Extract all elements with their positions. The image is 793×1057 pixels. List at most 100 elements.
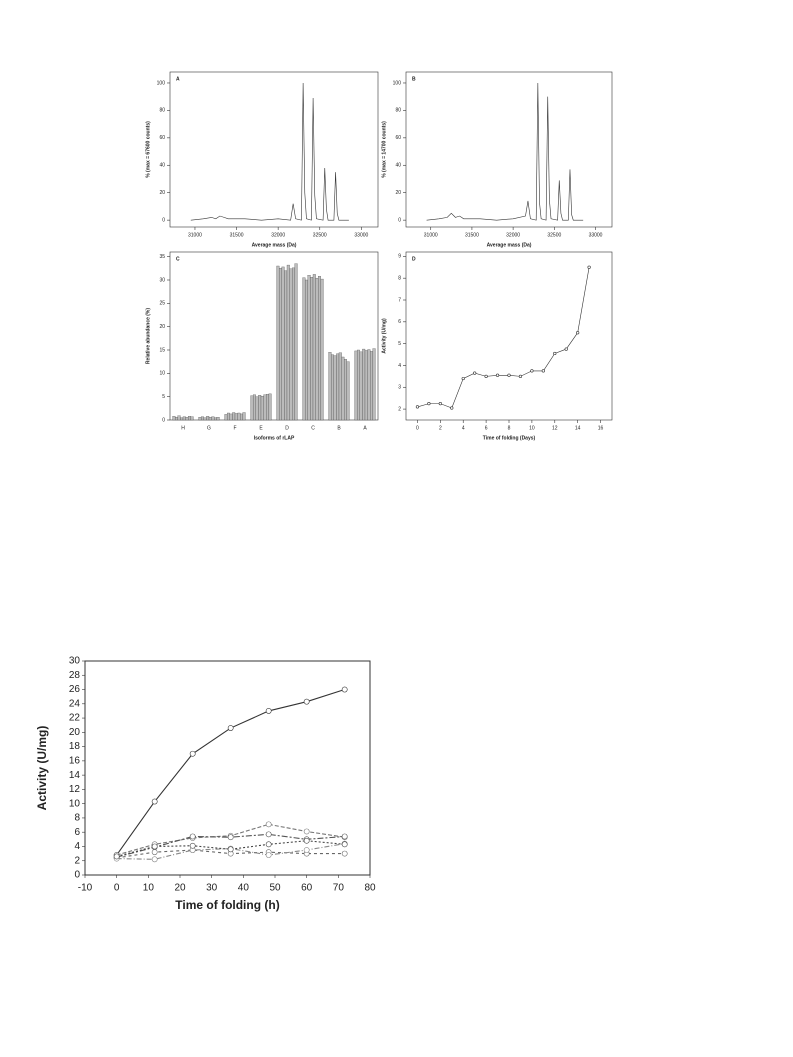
data-point (564, 347, 568, 351)
bar (229, 413, 233, 421)
bar (372, 348, 376, 421)
x-axis-label: Average mass (Da) (252, 242, 297, 248)
x-tick-label: 12 (552, 425, 558, 431)
bar (312, 274, 316, 421)
bar (258, 395, 262, 421)
bar (281, 266, 285, 421)
bar (315, 277, 319, 421)
plot-frame (405, 251, 613, 421)
x-tick-label: 33000 (589, 232, 603, 238)
data-point (189, 833, 196, 840)
y-tick-label: 20 (159, 190, 165, 196)
y-tick-label: 0 (74, 870, 80, 881)
x-axis-label: Time of folding (h) (175, 898, 279, 912)
x-tick-label: F (233, 425, 236, 431)
y-tick-label: 14 (69, 770, 81, 781)
x-tick-label: 6 (485, 425, 488, 431)
bar (336, 353, 340, 421)
y-tick-label: 25 (159, 301, 165, 307)
y-axis-label: Activity (U/mg) (35, 726, 49, 811)
y-tick-label: 5 (162, 394, 165, 400)
data-point (303, 837, 310, 844)
y-tick-label: 40 (159, 163, 165, 169)
bar (216, 417, 220, 421)
x-tick-label: H (181, 425, 185, 431)
x-tick-label: 32500 (547, 232, 561, 238)
y-tick-label: 2 (398, 406, 401, 412)
x-tick-label: 70 (333, 883, 345, 894)
x-tick-label: 0 (416, 425, 419, 431)
bar (346, 361, 350, 421)
x-tick-label: 14 (575, 425, 581, 431)
bar (232, 412, 236, 421)
y-tick-label: 100 (157, 80, 166, 86)
x-tick-label: 2 (439, 425, 442, 431)
bar (359, 351, 363, 421)
y-tick-label: 20 (69, 727, 81, 738)
x-tick-label: 32000 (506, 232, 520, 238)
bar (224, 414, 228, 421)
bar (294, 263, 298, 421)
x-tick-label: 10 (143, 883, 155, 894)
data-point (265, 831, 272, 838)
data-point (113, 853, 120, 860)
y-tick-label: 6 (398, 319, 401, 325)
x-tick-label: 31500 (465, 232, 479, 238)
y-tick-label: 100 (393, 80, 402, 86)
x-tick-label: B (337, 425, 341, 431)
y-tick-label: 10 (159, 371, 165, 377)
data-point (265, 841, 272, 848)
bar (279, 268, 282, 421)
bar (263, 394, 267, 421)
x-tick-label: 0 (114, 883, 120, 894)
data-point (461, 376, 465, 381)
y-tick-label: 30 (69, 656, 81, 667)
bar (344, 359, 347, 421)
data-point (151, 849, 158, 856)
y-tick-label: 60 (159, 135, 165, 141)
bar (292, 267, 295, 421)
y-tick-label: 26 (69, 684, 81, 695)
bar (240, 413, 243, 421)
y-tick-label: 28 (69, 670, 81, 681)
y-tick-label: 2 (74, 855, 80, 866)
bar (242, 412, 246, 421)
data-point (473, 371, 477, 375)
bar (234, 413, 238, 421)
bar (331, 354, 334, 421)
bar (190, 416, 194, 421)
bar (333, 355, 337, 421)
panel-label: D (412, 256, 416, 262)
y-tick-label: 18 (69, 741, 81, 752)
x-tick-label: C (311, 425, 315, 431)
data-point (227, 834, 234, 841)
bar (276, 265, 280, 421)
y-tick-label: 30 (159, 277, 165, 283)
y-tick-label: 0 (162, 417, 165, 423)
bar (310, 277, 314, 421)
y-tick-label: 10 (69, 798, 81, 809)
y-tick-label: 7 (398, 297, 401, 303)
panel-label: A (176, 76, 180, 82)
data-point (587, 265, 591, 269)
bar (286, 264, 290, 421)
x-tick-label: 40 (238, 883, 250, 894)
data-line (426, 82, 584, 221)
data-point (151, 856, 158, 863)
x-axis-label: Time of folding (Days) (483, 435, 536, 441)
plot-frame (84, 660, 371, 876)
x-tick-label: 60 (301, 883, 313, 894)
x-tick-label: 30 (206, 883, 218, 894)
data-point (341, 841, 348, 848)
bar (305, 279, 308, 421)
bar (364, 350, 368, 421)
bar (255, 396, 259, 421)
data-point (495, 373, 500, 377)
x-tick-label: 80 (364, 883, 376, 894)
bar (214, 417, 217, 421)
bar (177, 415, 181, 421)
x-tick-label: A (363, 425, 367, 431)
panel-label: B (412, 76, 416, 82)
data-point (303, 828, 310, 835)
